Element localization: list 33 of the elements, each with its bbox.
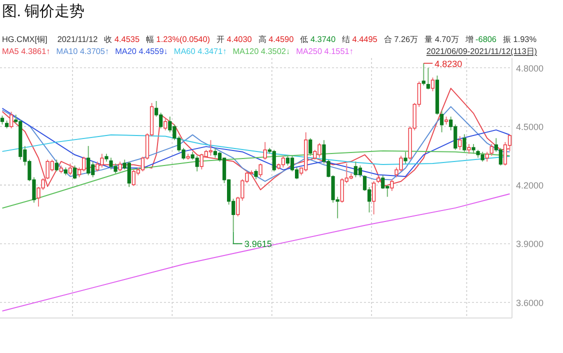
annotation: 3.9615 — [244, 239, 272, 250]
text: 4.1551↑ — [324, 47, 354, 56]
text: 高 4.4590 — [258, 35, 294, 44]
text: 2021/11/12 — [57, 35, 98, 44]
text: 振 1.93% — [503, 35, 536, 44]
text: MA10 — [56, 47, 80, 56]
text: MA60 — [174, 47, 198, 56]
text: MA120 — [232, 47, 261, 56]
y-tick-label: 3.6000 — [516, 298, 544, 308]
text: HG.CMX[铜] — [2, 35, 48, 44]
text: MA250 — [296, 47, 324, 56]
text: 增 -6806 — [464, 35, 497, 44]
text: 4.3861↑ — [21, 47, 50, 56]
text: 开 4.4030 — [216, 35, 252, 44]
text: 幅 1.23%(0.0540) — [146, 35, 210, 44]
text: 低 4.3740 — [300, 35, 336, 44]
text: 收 4.4535 — [104, 35, 140, 44]
title: 图. 铜价走势 — [2, 4, 84, 20]
text: MA20 — [115, 47, 139, 56]
text: MA5 — [2, 47, 22, 56]
text: 2021/06/09-2021/11/12(113日) — [426, 47, 538, 56]
y-tick-label: 4.2000 — [516, 180, 544, 191]
text: 结 4.4495 — [342, 35, 378, 44]
text: 量 4.70万 — [424, 35, 459, 44]
y-tick-label: 3.9000 — [516, 239, 544, 250]
text: 4.4559↓ — [138, 47, 168, 56]
text: 合 7.26万 — [384, 35, 418, 44]
y-tick-label: 4.5000 — [516, 122, 544, 132]
y-tick-label: 4.8000 — [516, 63, 544, 74]
text: 4.3705↑ — [80, 47, 110, 56]
text: 4.3471↑ — [198, 47, 227, 56]
annotation: 4.8230 — [434, 58, 462, 69]
text: 4.3502↓ — [260, 47, 290, 56]
